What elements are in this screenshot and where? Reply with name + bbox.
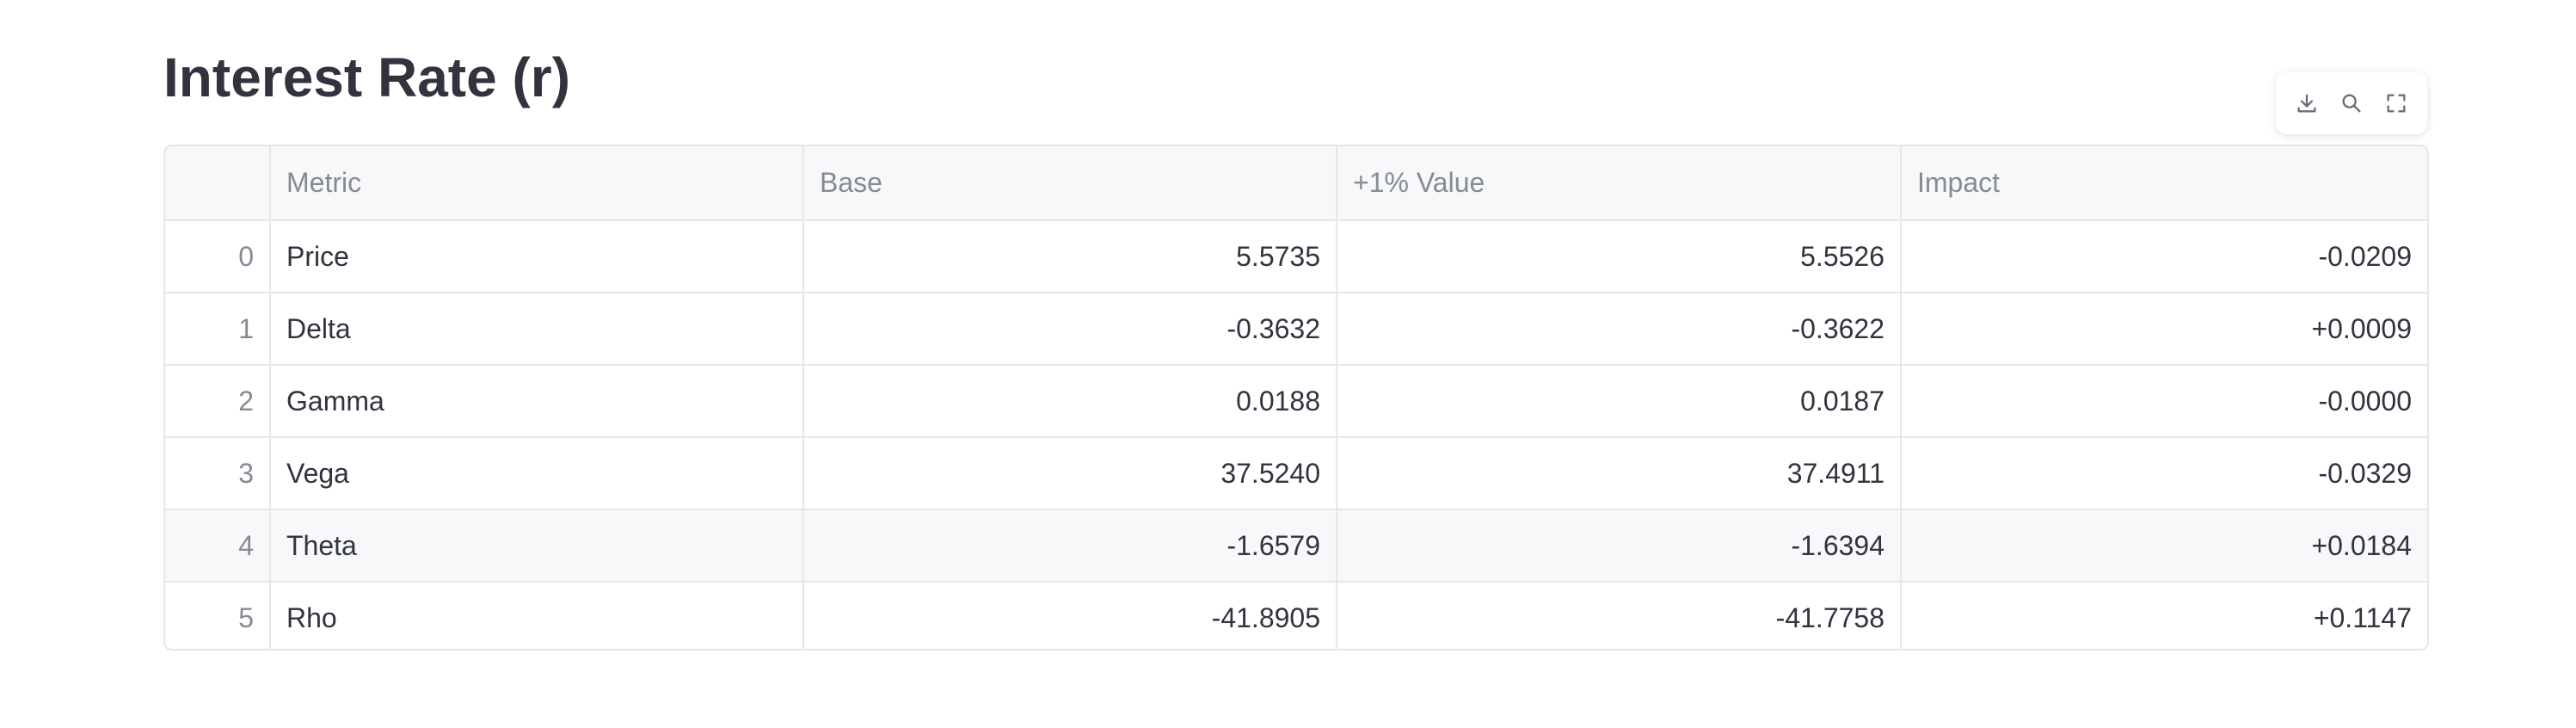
table-row-hovered: 4 Theta -1.6579 -1.6394 +0.0184 <box>165 509 2427 583</box>
metric-cell[interactable]: Vega <box>270 437 804 510</box>
impact-cell[interactable]: -0.0000 <box>1901 365 2427 438</box>
plus-value-cell[interactable]: 37.4911 <box>1337 437 1902 510</box>
table-row: 2 Gamma 0.0188 0.0187 -0.0000 <box>165 365 2427 438</box>
plus-value-cell[interactable]: 0.0187 <box>1337 365 1902 438</box>
table-toolbar <box>2276 72 2427 134</box>
data-table[interactable]: Metric Base +1% Value Impact 0 Price 5.5… <box>163 145 2429 651</box>
plus-value-cell[interactable]: -1.6394 <box>1337 509 1902 583</box>
base-cell[interactable]: 0.0188 <box>803 365 1337 438</box>
row-index: 2 <box>165 365 271 438</box>
impact-cell[interactable]: +0.0184 <box>1901 509 2427 583</box>
search-icon <box>2342 94 2361 113</box>
download-icon <box>2297 94 2316 113</box>
plus-value-cell[interactable]: 5.5526 <box>1337 220 1902 293</box>
column-header-index[interactable] <box>165 146 271 221</box>
column-header-base[interactable]: Base <box>803 146 1337 221</box>
table-row: 1 Delta -0.3632 -0.3622 +0.0009 <box>165 293 2427 366</box>
impact-cell[interactable]: +0.1147 <box>2313 602 2412 633</box>
metric-cell[interactable]: Delta <box>270 293 804 366</box>
table-row: 0 Price 5.5735 5.5526 -0.0209 <box>165 220 2427 293</box>
search-button[interactable] <box>2333 84 2370 122</box>
table-header-row: Metric Base +1% Value Impact <box>165 146 2427 221</box>
impact-cell[interactable]: -0.0209 <box>1901 220 2427 293</box>
row-index: 4 <box>165 509 271 583</box>
row-index: 5 <box>165 582 271 649</box>
base-cell[interactable]: -1.6579 <box>803 509 1337 583</box>
fullscreen-icon <box>2387 94 2406 113</box>
page-title: Interest Rate (r) <box>163 46 570 108</box>
column-header-impact[interactable]: Impact <box>1901 146 2427 221</box>
metric-cell[interactable]: Rho <box>270 582 804 649</box>
plus-value-cell[interactable]: -0.3622 <box>1337 293 1902 366</box>
download-button[interactable] <box>2288 84 2326 122</box>
metric-cell[interactable]: Price <box>270 220 804 293</box>
fullscreen-button[interactable] <box>2377 84 2415 122</box>
base-cell[interactable]: 5.5735 <box>803 220 1337 293</box>
row-index: 0 <box>165 220 271 293</box>
column-header-plus-1-value[interactable]: +1% Value <box>1337 146 1902 221</box>
metric-cell[interactable]: Gamma <box>270 365 804 438</box>
row-index: 3 <box>165 437 271 510</box>
base-cell[interactable]: -41.8905 <box>803 582 1337 649</box>
metric-cell[interactable]: Theta <box>270 509 804 583</box>
plus-value-cell[interactable]: -41.7758 <box>1337 582 1902 649</box>
column-header-metric[interactable]: Metric <box>270 146 804 221</box>
impact-cell[interactable]: +0.0009 <box>1901 293 2427 366</box>
impact-cell[interactable]: -0.0329 <box>1901 437 2427 510</box>
row-index: 1 <box>165 293 271 366</box>
table-row: 5 Rho -41.8905 -41.7758 +0.1147 <box>165 582 2427 649</box>
base-cell[interactable]: 37.5240 <box>803 437 1337 510</box>
table-row: 3 Vega 37.5240 37.4911 -0.0329 <box>165 437 2427 510</box>
base-cell[interactable]: -0.3632 <box>803 293 1337 366</box>
